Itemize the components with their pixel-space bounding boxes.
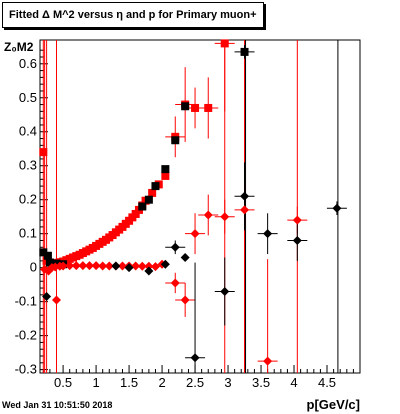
y-tick-label: 0.5 (19, 90, 37, 105)
data-point (131, 261, 141, 271)
data-point (220, 39, 229, 48)
data-point (148, 188, 157, 197)
data-point (144, 266, 154, 276)
data-point (151, 182, 160, 191)
data-point (58, 261, 68, 271)
data-point (180, 295, 190, 305)
data-point (190, 353, 200, 363)
data-point (171, 136, 180, 145)
data-point (161, 171, 170, 180)
data-point (190, 229, 200, 239)
x-tick-label: 2.5 (186, 375, 204, 390)
y-tick-label: -0.3 (15, 362, 37, 377)
timestamp: Wed Jan 31 10:51:50 2018 (2, 400, 113, 410)
data-point (204, 103, 213, 112)
y-tick-label: 0 (30, 260, 37, 275)
data-point (170, 242, 180, 252)
data-point (240, 191, 250, 201)
data-point (263, 229, 273, 239)
data-point (39, 248, 48, 257)
data-point (71, 261, 81, 271)
x-axis-label: p[GeV/c] (306, 397, 360, 412)
data-point (137, 261, 147, 271)
y-tick-label: -0.1 (15, 294, 37, 309)
x-tick-label: 3 (224, 375, 231, 390)
data-point (131, 209, 140, 218)
chart-title: Fitted Δ M^2 versus η and p for Primary … (2, 2, 264, 28)
data-point (117, 261, 127, 271)
data-point (78, 261, 88, 271)
data-point (39, 148, 48, 157)
data-point (138, 202, 147, 211)
data-point (292, 235, 302, 245)
x-tick-label: 3.5 (252, 375, 270, 390)
data-point (42, 292, 52, 302)
y-tick-label: 0.6 (19, 56, 37, 71)
data-point (161, 165, 170, 174)
y-tick-label: -0.2 (15, 328, 37, 343)
data-point (160, 259, 170, 269)
data-point (124, 263, 134, 273)
data-point (292, 215, 302, 225)
plot-frame (39, 39, 361, 374)
x-tick-label: 4 (290, 375, 297, 390)
data-point (104, 261, 114, 271)
data-point (98, 261, 108, 271)
data-point (240, 47, 249, 56)
data-point (84, 261, 94, 271)
x-tick-label: 1.5 (120, 375, 138, 390)
data-point (91, 261, 101, 271)
y-tick-label: 0.1 (19, 226, 37, 241)
x-tick-label: 1 (92, 375, 99, 390)
data-point (180, 252, 190, 262)
data-point (240, 205, 250, 215)
data-point (111, 261, 121, 271)
data-point (170, 278, 180, 288)
x-tick-label: 0.5 (54, 375, 72, 390)
data-point (65, 261, 75, 271)
y-tick-label: 0.3 (19, 158, 37, 173)
data-point (203, 210, 213, 220)
data-point (45, 258, 54, 267)
data-point (144, 195, 153, 204)
x-tick-label: 4.5 (318, 375, 336, 390)
data-point (220, 286, 230, 296)
y-tick-label: 0.2 (19, 192, 37, 207)
data-point (220, 212, 230, 222)
x-tick-label: 2 (158, 375, 165, 390)
data-point (332, 203, 342, 213)
data-point (51, 295, 61, 305)
data-point (191, 103, 200, 112)
data-point (181, 102, 190, 111)
data-point (52, 259, 61, 268)
data-point (144, 261, 154, 271)
y-tick-label: 0.4 (19, 124, 37, 139)
data-point (263, 356, 273, 366)
data-point (43, 251, 52, 260)
y-axis-label: Z₀M2 (4, 40, 34, 54)
